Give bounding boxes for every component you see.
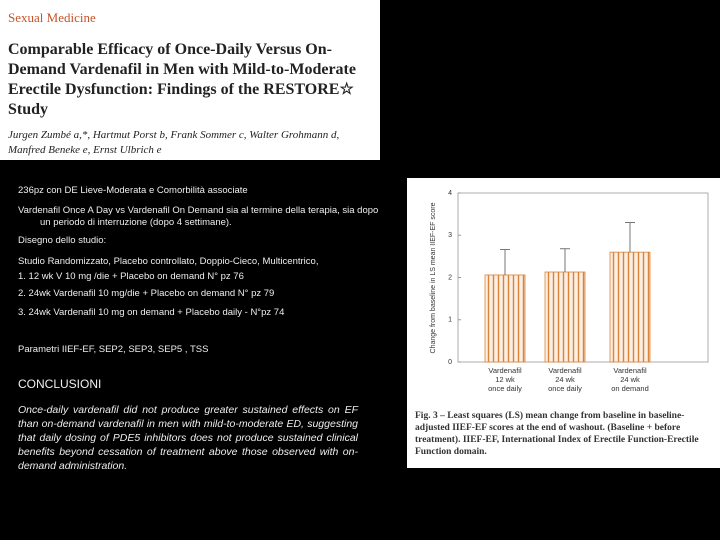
journal-name: Sexual Medicine [8, 10, 96, 25]
y-tick-label: 3 [448, 232, 452, 239]
x-tick-label: Vardenafil 24 wk once daily [548, 366, 582, 393]
x-tick-label: Vardenafil 24 wk on demand [611, 366, 649, 393]
text-line: Disegno dello studio: [18, 235, 107, 246]
chart: Change from baseline in LS mean IIEF-EF … [430, 190, 709, 366]
figure-caption: Fig. 3 – Least squares (LS) mean change … [415, 411, 699, 457]
y-tick-label: 2 [448, 274, 452, 281]
bar [484, 274, 526, 363]
figure: Change from baseline in LS mean IIEF-EF … [407, 178, 720, 468]
x-tick-label: Vardenafil 12 wk once daily [488, 366, 522, 393]
text-line: 2. 24wk Vardenafil 10 mg/die + Placebo o… [18, 288, 275, 299]
conclusion-heading: CONCLUSIONI [18, 377, 102, 391]
paper-header: Sexual Medicine Comparable Efficacy of O… [0, 0, 380, 160]
text-line: Studio Randomizzato, Placebo controllato… [18, 256, 319, 267]
text-line: Vardenafil Once A Day vs Vardenafil On D… [18, 205, 379, 228]
paper-title: Comparable Efficacy of Once-Daily Versus… [8, 41, 356, 118]
y-axis-label: Change from baseline in LS mean IIEF-EF … [430, 202, 437, 353]
y-tick-label: 1 [448, 317, 452, 324]
text-line: 3. 24wk Vardenafil 10 mg on demand + Pla… [18, 307, 285, 318]
bar [609, 251, 651, 363]
text-line: Parametri IIEF-EF, SEP2, SEP3, SEP5 , TS… [18, 344, 209, 355]
text-line: 1. 12 wk V 10 mg /die + Placebo on deman… [18, 271, 244, 282]
conclusion: Once-daily vardenafil did not produce gr… [18, 404, 358, 472]
text-line: 236pz con DE Lieve-Moderata e Comorbilit… [18, 185, 248, 196]
bar [544, 271, 586, 363]
y-tick-label: 4 [448, 190, 452, 197]
paper-authors: Jurgen Zumbé a,*, Hartmut Porst b, Frank… [8, 129, 340, 156]
y-tick-label: 0 [448, 359, 452, 366]
